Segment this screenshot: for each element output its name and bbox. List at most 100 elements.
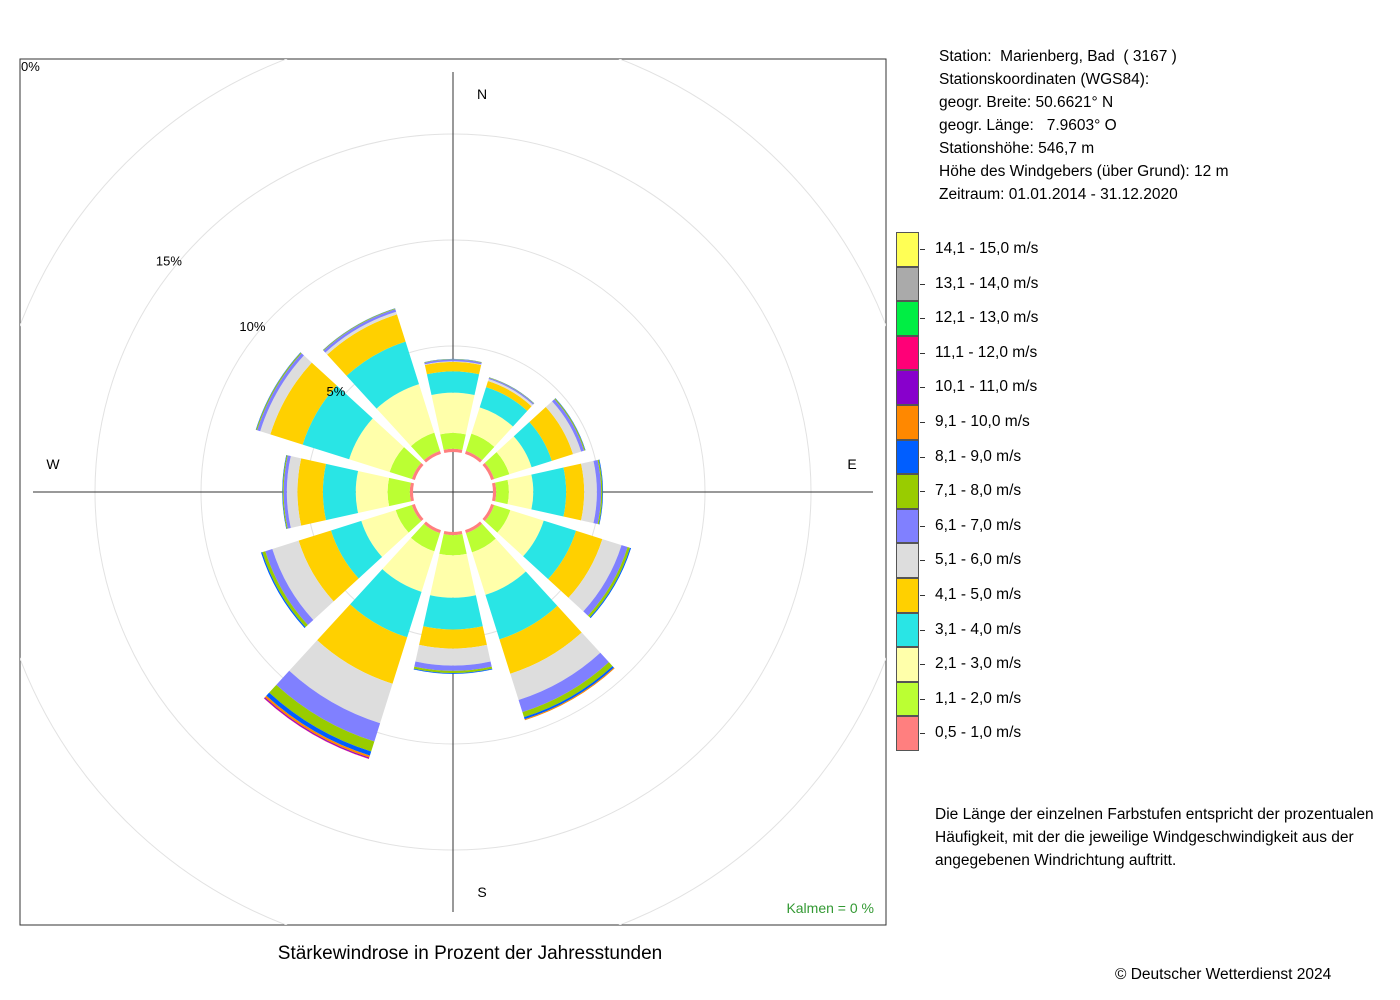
sector-segment-270-class-9: [282, 455, 287, 529]
legend-tick: [920, 318, 925, 320]
legend-swatch: [896, 647, 919, 682]
station-coordinates-heading: Stationskoordinaten (WGS84):: [939, 71, 1150, 88]
radial-tick-label: 0%: [21, 59, 40, 74]
sector-segment-30-class-7: [488, 377, 534, 405]
sector-segment-60-class-3: [496, 436, 532, 475]
legend-label: 5,1 - 6,0 m/s: [935, 551, 1022, 569]
sector-segment-90-class-3: [507, 474, 534, 510]
legend-swatch: [896, 577, 919, 613]
legend-label: 1,1 - 2,0 m/s: [935, 689, 1022, 707]
sector-segment-270-class-1: [409, 482, 414, 502]
sector-segment-150-class-3: [472, 538, 526, 595]
legend-label: 3,1 - 4,0 m/s: [935, 620, 1022, 638]
legend-label: 10,1 - 11,0 m/s: [935, 378, 1038, 396]
station-altitude: Stationshöhe: 546,7 m: [939, 140, 1095, 157]
sector-segment-270-class-8: [282, 455, 288, 529]
legend-tick: [920, 698, 925, 700]
legend-label: 2,1 - 3,0 m/s: [935, 655, 1022, 673]
sector-segment-210-class-7: [276, 670, 381, 742]
legend-tick: [920, 525, 925, 527]
legend-label: 11,1 - 12,0 m/s: [935, 343, 1038, 361]
sector-segment-0-class-8: [424, 359, 482, 363]
sector-segment-0-class-1: [443, 448, 463, 453]
sector-segment-90-class-4: [531, 467, 567, 517]
sector-segment-330-class-2: [410, 432, 441, 461]
sector-segment-90-class-6: [581, 460, 597, 524]
sector-segment-330-class-4: [346, 341, 419, 409]
sector-segment-300-class-5: [270, 362, 337, 445]
legend-tick: [920, 352, 925, 354]
legend-swatch: [896, 612, 919, 648]
sector-segment-180-class-7: [414, 661, 492, 671]
sector-segment-330-class-3: [376, 384, 435, 447]
sector-segment-120-class-1: [482, 504, 495, 522]
sector-segment-0-class-3: [431, 392, 475, 435]
station-longitude: geogr. Länge: 7.9603° O: [939, 117, 1117, 134]
sector-segment-180-class-5: [419, 626, 487, 649]
radial-tick-label: 15%: [156, 254, 182, 269]
direction-label-e: E: [847, 456, 856, 472]
legend-tick: [920, 249, 925, 250]
legend-swatch: [896, 335, 919, 371]
sector-segment-60-class-2: [484, 452, 510, 480]
legend-tick: [920, 560, 925, 562]
sector-segment-150-class-6: [510, 632, 601, 700]
legend-label: 12,1 - 13,0 m/s: [935, 309, 1039, 327]
sector-segment-30-class-2: [465, 433, 495, 461]
calm-label: Kalmen = 0 %: [786, 900, 874, 916]
sector-segment-180-class-2: [439, 534, 467, 556]
sector-segment-330-class-1: [423, 450, 441, 463]
sector-segment-120-class-7: [583, 545, 628, 616]
sector-segment-300-class-7: [257, 353, 304, 432]
sector-segment-60-class-7: [552, 399, 585, 452]
sector-segment-150-class-2: [465, 523, 496, 553]
sector-segment-240-class-6: [272, 540, 334, 620]
sector-segment-240-class-5: [298, 530, 359, 602]
legend-tick: [920, 283, 925, 285]
sector-segment-180-class-4: [423, 595, 483, 630]
copyright: © Deutscher Wetterdienst 2024: [1115, 966, 1332, 983]
sector-segment-120-class-4: [523, 520, 577, 580]
radial-tick-label: 10%: [239, 319, 265, 334]
legend-label: 4,1 - 5,0 m/s: [935, 585, 1022, 603]
legend-tick: [920, 491, 925, 493]
station-name: Station: Marienberg, Bad ( 3167 ): [939, 48, 1177, 65]
sector-segment-90-class-1: [492, 482, 497, 502]
legend-swatch: [896, 404, 919, 440]
sector-segment-120-class-3: [497, 510, 544, 557]
legend-swatch: [896, 266, 919, 302]
direction-label-s: S: [477, 884, 486, 900]
sector-segment-270-class-4: [322, 463, 359, 521]
sector-segment-210-class-8: [269, 684, 375, 752]
legend-swatch: [896, 301, 919, 336]
sector-segment-210-class-6: [289, 640, 393, 724]
legend-label: 13,1 - 14,0 m/s: [935, 274, 1039, 292]
sector-segment-0-class-5: [424, 361, 482, 375]
legend-label: 8,1 - 9,0 m/s: [935, 447, 1022, 465]
legend-tick: [920, 629, 925, 631]
legend-tick: [920, 664, 925, 666]
sector-segment-270-class-5: [297, 458, 326, 526]
sector-segment-240-class-3: [361, 510, 409, 557]
legend-swatch: [896, 543, 919, 578]
legend-swatch: [896, 716, 919, 751]
sector-segment-300-class-4: [302, 385, 373, 460]
sector-segment-240-class-4: [330, 520, 383, 579]
sector-segment-0-class-9: [424, 358, 482, 363]
sector-segment-270-class-2: [387, 477, 411, 507]
sector-segment-30-class-6: [487, 379, 534, 407]
sector-segment-90-class-7: [593, 459, 602, 525]
sector-segment-60-class-5: [529, 406, 574, 461]
legend-tick: [920, 421, 925, 423]
sector-segment-90-class-2: [495, 479, 509, 505]
sector-segment-150-class-5: [499, 605, 582, 674]
sector-segment-210-class-3: [382, 537, 435, 592]
sector-segment-210-class-1: [423, 521, 441, 534]
time-period: Zeitraum: 01.01.2014 - 31.12.2020: [939, 186, 1178, 203]
sector-segment-210-class-2: [410, 523, 441, 552]
direction-label-w: W: [46, 456, 60, 472]
sector-segment-120-class-8: [588, 547, 631, 618]
legend-swatch: [896, 474, 919, 509]
direction-label-n: N: [477, 86, 487, 102]
